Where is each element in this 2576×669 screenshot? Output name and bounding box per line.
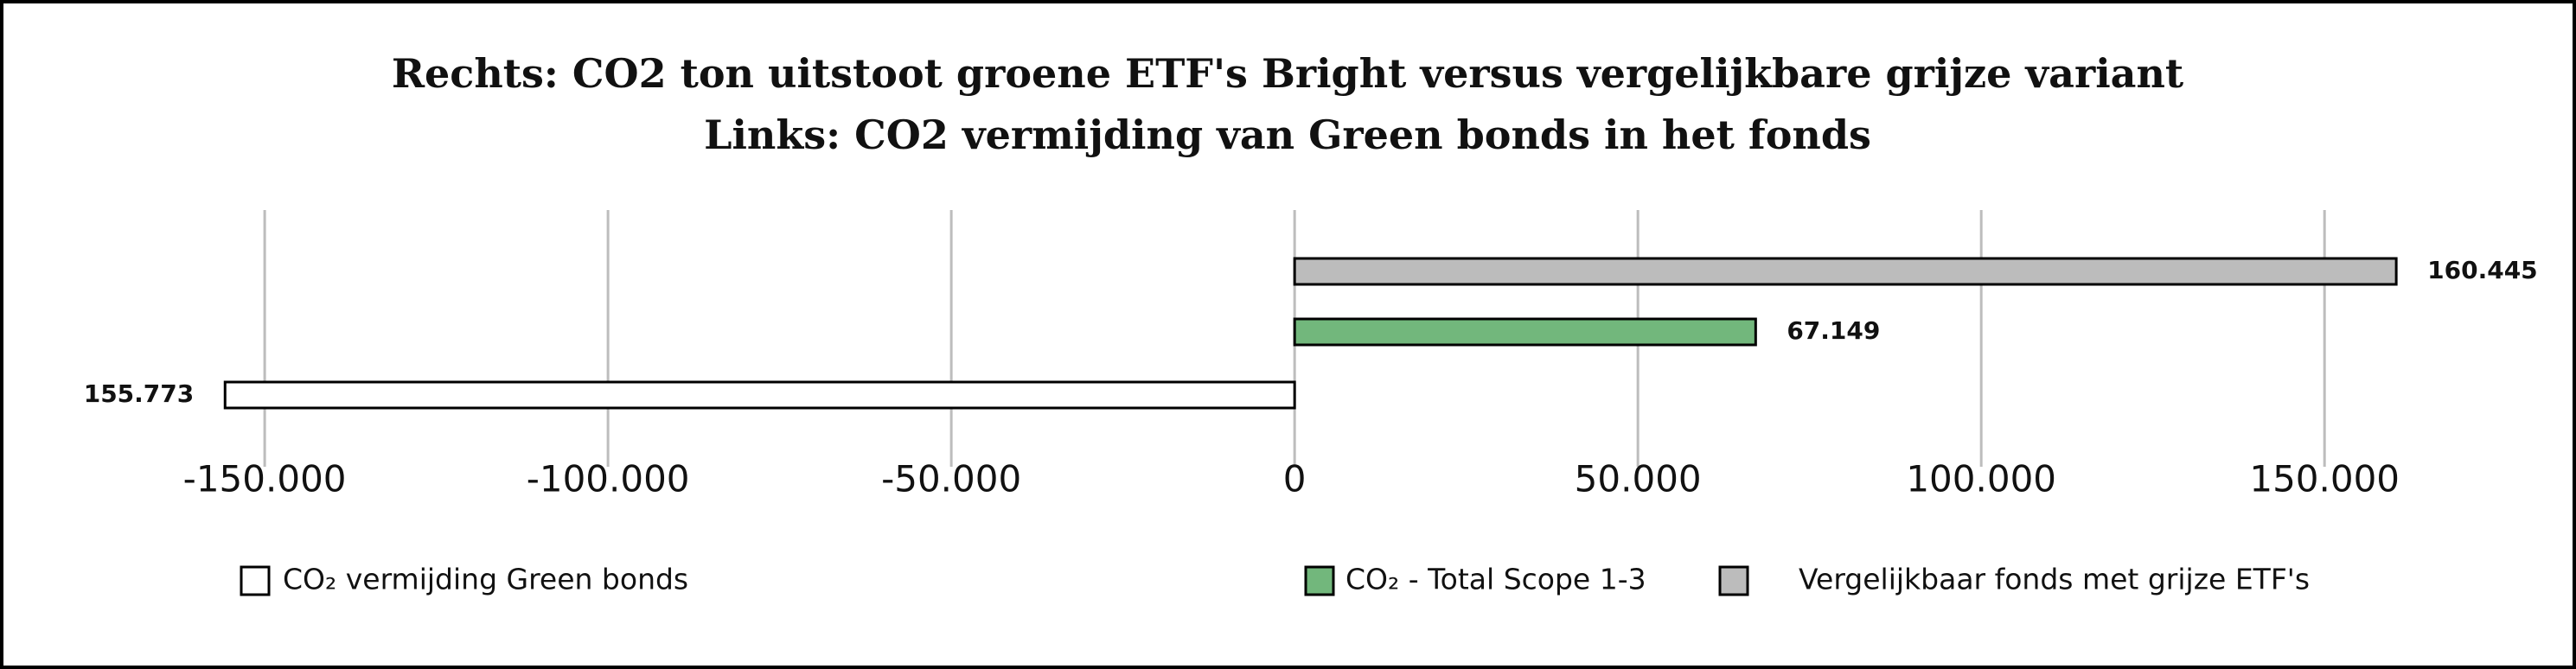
x-tick-label: -50.000 [881, 458, 1021, 500]
bar [1293, 257, 2398, 286]
legend-label: Vergelijkbaar fonds met grijze ETF's [1799, 563, 2310, 596]
legend-swatch [1718, 565, 1749, 596]
x-tick-label: -100.000 [527, 458, 690, 500]
legend-swatch [1304, 565, 1335, 596]
data-label: 67.149 [1787, 316, 1880, 345]
legend-label: CO₂ vermijding Green bonds [283, 563, 688, 596]
chart-subtitle: Links: CO2 vermijding van Green bonds in… [704, 112, 1871, 158]
chart-title: Rechts: CO2 ton uitstoot groene ETF's Br… [392, 50, 2184, 97]
bar [223, 380, 1296, 410]
data-label: 160.445 [2427, 256, 2538, 284]
x-tick-label: -150.000 [183, 458, 347, 500]
x-tick-label: 50.000 [1575, 458, 1702, 500]
data-label: 155.773 [84, 379, 195, 408]
legend-label: CO₂ - Total Scope 1-3 [1346, 563, 1646, 596]
x-tick-label: 150.000 [2249, 458, 2400, 500]
x-tick-label: 100.000 [1906, 458, 2056, 500]
x-tick-label: 0 [1283, 458, 1307, 500]
legend-swatch [240, 565, 271, 596]
bar [1293, 317, 1757, 347]
